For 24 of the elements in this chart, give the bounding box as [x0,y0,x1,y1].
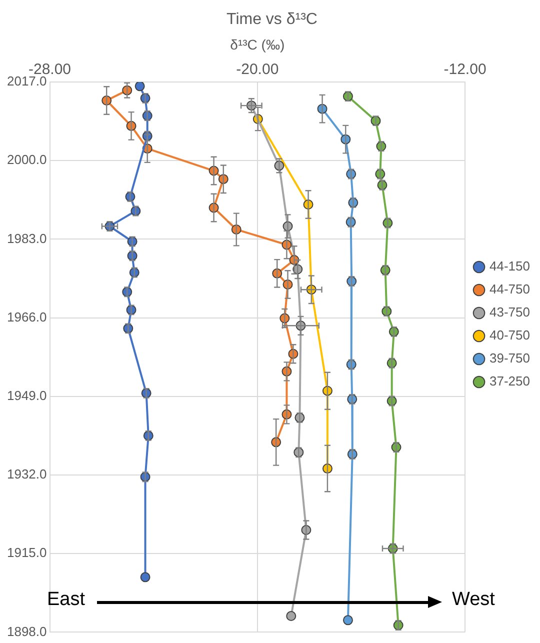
legend-label: 39-750 [490,350,530,366]
y-tick-label: 1983.0 [6,230,47,246]
y-tick-label: 2000.0 [6,152,47,168]
y-tick-label: 2017.0 [6,74,47,89]
legend-label: 40-750 [490,328,530,343]
point [286,611,296,622]
x-tick-label: -20.00 [236,61,279,78]
legend-label: 44-750 [490,282,530,297]
point [342,615,353,626]
y-tick-label: 1915.0 [6,545,47,560]
legend-label: 37-250 [490,374,530,389]
x-tick-label: -12.00 [444,61,486,78]
y-tick-label: 1898.0 [6,624,47,639]
annotation: West [452,589,495,611]
y-tick-label: 1932.0 [6,466,47,482]
point [140,572,150,582]
y-tick-label: 1949.0 [6,388,47,403]
annotation: East [47,589,86,611]
point [134,82,145,92]
chart-title: Time vs δ¹³C [226,11,318,28]
y-tick-label: 1966.0 [6,309,47,324]
legend-label: 43-750 [490,304,530,320]
legend-label: 44-150 [490,258,530,274]
x-axis-title: δ¹³C (‰) [230,36,285,52]
